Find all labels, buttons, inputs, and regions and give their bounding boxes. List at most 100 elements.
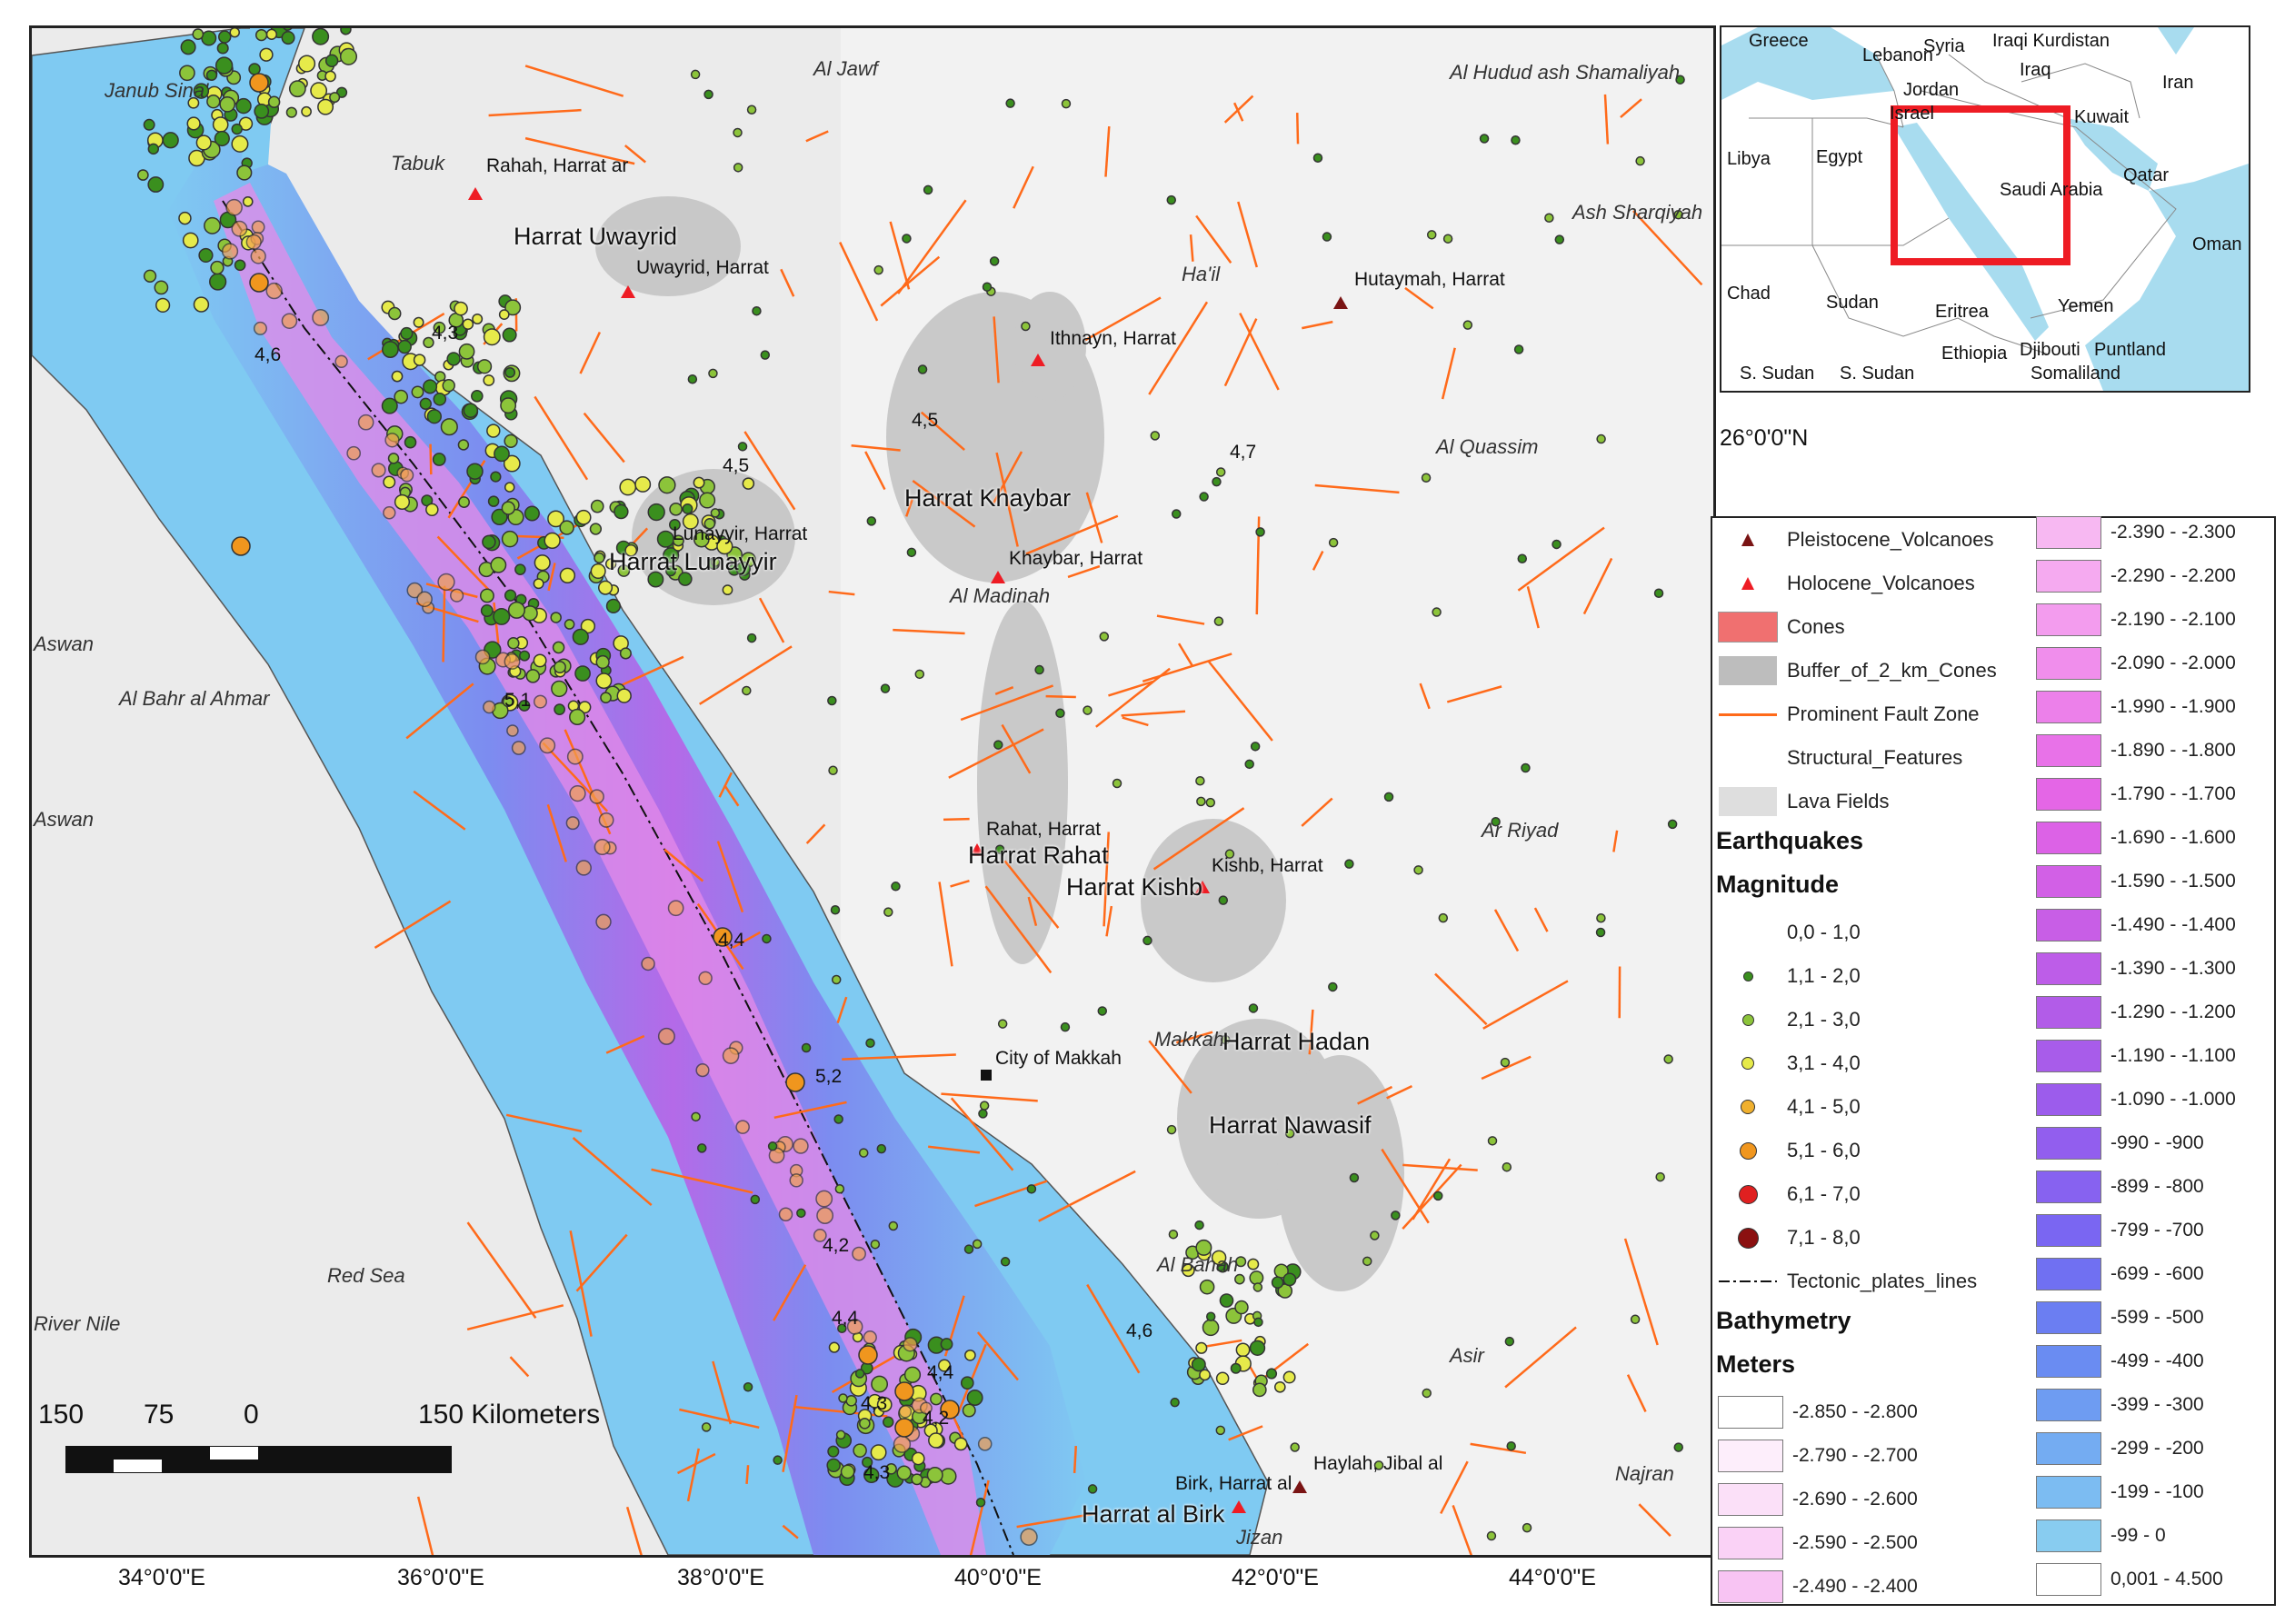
fault-line [442,585,446,663]
fault-line [1207,660,1273,742]
earthquake-point [619,647,632,660]
fault-line [524,136,635,165]
legend-label: 3,1 - 4,0 [1787,1051,1861,1074]
fault-line [1223,318,1258,387]
inset-label-qatar: Qatar [2123,165,2170,185]
earthquake-point [978,1109,988,1119]
earthquake-point [1595,927,1606,938]
legend-label: -899 - -800 [2110,1176,2204,1197]
fault-line [466,1221,537,1319]
swatch-icon [2036,1040,2101,1072]
earthquake-point [1422,1388,1432,1399]
inset-map[interactable]: Greece Syria Iraqi Kurdistan Lebanon Ira… [1720,25,2250,393]
swatch-icon [1716,786,1780,817]
earthquake-point [193,296,210,313]
inset-persian-gulf [2067,118,2158,191]
earthquake-point [1234,1273,1245,1285]
magnitude-label: 5,2 [815,1066,843,1087]
earthquake-point [416,591,433,608]
earthquake-point [143,118,155,131]
legend-item-bathymetry: -1.990 - -1.900 [2036,689,2236,725]
earthquake-point [885,1463,897,1475]
volcano-label-rahat: Rahat, Harrat [986,819,1102,840]
earthquake-point [490,556,507,573]
earthquake-point [816,1207,834,1224]
fault-line [1108,680,1153,697]
legend-item-magnitude: 2,1 - 3,0 [1716,1001,1861,1038]
fault-line [1122,716,1149,727]
earthquake-point [198,247,214,264]
earthquake-point [231,220,248,237]
earthquake-point [698,971,713,986]
main-map[interactable]: Janub Sina' Al Jawf Al Hudud ash Shamali… [29,25,1716,1558]
earthquake-point [687,374,698,384]
place-al-hudud: Al Hudud ash Shamaliyah [1450,61,1681,84]
earthquake-point [1215,1371,1230,1386]
inset-label-chad: Chad [1727,284,1771,304]
earthquake-point [1344,859,1354,869]
legend-item-magnitude: 5,1 - 6,0 [1716,1132,1861,1169]
fault-line [960,684,1054,722]
fault-line [1195,214,1232,264]
earthquake-point [735,1120,750,1134]
earthquake-point [212,116,229,133]
fault-line [575,1233,628,1292]
x-tick-34: 34°0'0"E [118,1565,205,1590]
earthquake-point [1504,1336,1515,1347]
place-asir: Asir [1450,1344,1484,1367]
earthquake-point [693,531,710,548]
fault-line [828,590,855,596]
fault-line [1177,643,1194,668]
earthquake-point [590,499,604,513]
earthquake-point [827,1445,840,1458]
earthquake-point [1370,1230,1380,1240]
earthquake-point [1021,321,1031,332]
fault-line [1038,1170,1136,1222]
fault-line [1493,909,1520,952]
earthquake-point [504,299,522,316]
inset-label-s-sudan-2: S. Sudan [1840,364,1915,384]
earthquake-point [1438,912,1449,923]
earthquake-point [281,313,298,329]
swatch-icon [2036,1083,2101,1116]
earthquake-point [147,143,160,155]
fault-line [534,395,589,481]
earthquake-point [1249,1270,1264,1286]
volcano-label-haylah: Haylah, Jibal al [1313,1453,1443,1474]
earthquake-point [595,654,610,670]
swatch-icon [1718,1483,1783,1516]
fault-line [1623,1238,1659,1346]
fault-line [1067,564,1101,579]
magnitude-label: 4,5 [723,455,750,476]
fault-line [605,1034,645,1054]
earthquake-point [575,860,592,876]
legend-label: -399 - -300 [2110,1394,2204,1415]
earthquake-point [614,503,629,520]
fault-line [429,443,433,475]
harrat-label-kishb: Harrat Kishb [1066,873,1203,901]
legend-item-bathymetry: -2.190 - -2.100 [2036,602,2236,638]
earthquake-point [225,198,243,216]
fault-line [1381,1148,1430,1224]
place-aswan-2: Aswan [34,808,95,831]
legend-label: Prominent Fault Zone [1787,702,1980,725]
earthquake-point [735,561,751,577]
earthquake-point [1513,344,1524,354]
earthquake-point [796,1208,806,1219]
fault-line [948,728,1044,779]
earthquake-point [259,47,274,62]
legend-label: -2.390 - -2.300 [2110,522,2236,543]
inset-label-djibouti: Djibouti [2020,340,2080,360]
earthquake-point [281,31,295,45]
volcano-label-uwayrid: Uwayrid, Harrat [636,257,769,278]
earthquake-point [324,70,336,83]
earthquake-point [594,552,605,564]
fault-line [805,130,829,143]
earthquake-point [554,661,566,674]
earthquake-point [1060,1021,1071,1032]
fault-line [1632,210,1703,286]
earthquake-point [506,724,519,737]
earthquake-point [1284,1128,1295,1139]
earthquake-point [1005,98,1015,108]
legend-item-magnitude: 0,0 - 1,0 [1716,914,1861,951]
